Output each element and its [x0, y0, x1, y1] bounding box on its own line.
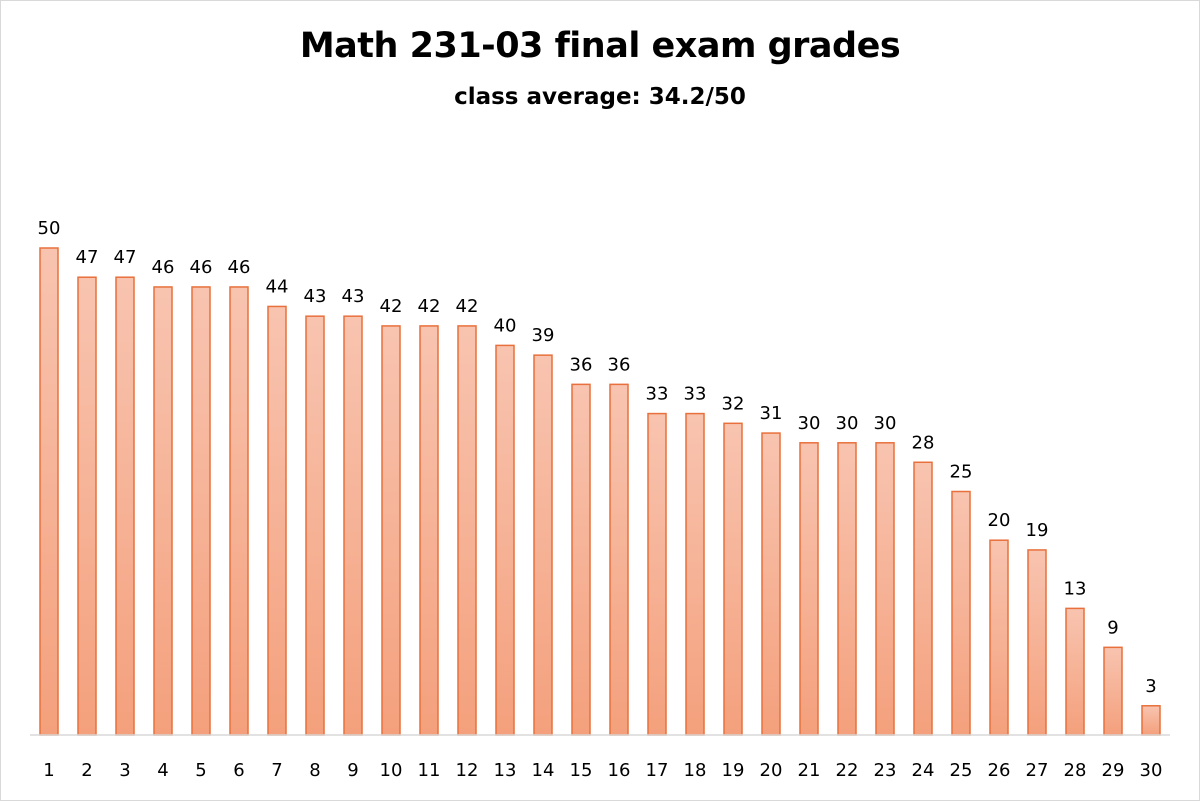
data-label-9: 43: [342, 286, 365, 307]
bar-16: [609, 383, 629, 736]
data-label-12: 42: [456, 296, 479, 317]
x-tick-label-25: 25: [950, 760, 973, 781]
data-label-28: 13: [1064, 578, 1087, 599]
bars-group: [39, 247, 1161, 736]
bar-4: [153, 286, 173, 736]
x-tick-label-10: 10: [380, 760, 403, 781]
data-label-21: 30: [798, 413, 821, 434]
bar-1: [39, 247, 59, 736]
x-tick-label-1: 1: [43, 760, 54, 781]
x-tick-label-29: 29: [1102, 760, 1125, 781]
bar-11: [419, 325, 439, 736]
bar-19: [723, 422, 743, 736]
bar-5: [191, 286, 211, 736]
bar-3: [115, 276, 135, 736]
x-tick-label-12: 12: [456, 760, 479, 781]
bar-26: [989, 539, 1009, 736]
bar-14: [533, 354, 553, 736]
bar-25: [951, 490, 971, 736]
x-tick-label-27: 27: [1026, 760, 1049, 781]
x-tick-label-15: 15: [570, 760, 593, 781]
chart-subtitle: class average: 34.2/50: [454, 84, 746, 110]
bar-23: [875, 442, 895, 736]
data-label-25: 25: [950, 462, 973, 483]
x-tick-label-19: 19: [722, 760, 745, 781]
data-label-17: 33: [646, 384, 669, 405]
data-label-22: 30: [836, 413, 859, 434]
bar-24: [913, 461, 933, 736]
x-tick-label-23: 23: [874, 760, 897, 781]
data-label-19: 32: [722, 393, 745, 414]
x-tick-label-13: 13: [494, 760, 517, 781]
x-tick-label-22: 22: [836, 760, 859, 781]
bar-21: [799, 442, 819, 736]
bar-8: [305, 315, 325, 736]
data-label-20: 31: [760, 403, 783, 424]
x-tick-label-17: 17: [646, 760, 669, 781]
data-label-30: 3: [1145, 676, 1156, 697]
x-tick-label-5: 5: [195, 760, 206, 781]
x-tick-label-6: 6: [233, 760, 244, 781]
x-tick-label-8: 8: [309, 760, 320, 781]
bar-20: [761, 432, 781, 736]
x-tick-label-16: 16: [608, 760, 631, 781]
data-label-5: 46: [190, 257, 213, 278]
x-tick-label-20: 20: [760, 760, 783, 781]
bar-12: [457, 325, 477, 736]
data-label-7: 44: [266, 276, 289, 297]
x-tick-label-24: 24: [912, 760, 935, 781]
data-label-15: 36: [570, 354, 593, 375]
data-label-14: 39: [532, 325, 555, 346]
x-tick-label-2: 2: [81, 760, 92, 781]
x-tick-label-26: 26: [988, 760, 1011, 781]
data-label-10: 42: [380, 296, 403, 317]
bar-29: [1103, 646, 1123, 736]
bar-17: [647, 412, 667, 736]
bar-27: [1027, 549, 1047, 736]
x-tick-label-7: 7: [271, 760, 282, 781]
bar-9: [343, 315, 363, 736]
data-label-1: 50: [38, 218, 61, 239]
bar-10: [381, 325, 401, 736]
bar-13: [495, 344, 515, 736]
tick-labels-group: 1 2 3 4 5 6 7 8 9 10 11 12 13 14 15 16 17 18 19 20 21 22 23 24 2…: [43, 760, 1162, 781]
data-label-18: 33: [684, 384, 707, 405]
x-tick-label-3: 3: [119, 760, 130, 781]
x-tick-label-21: 21: [798, 760, 821, 781]
data-label-6: 46: [228, 257, 251, 278]
bar-22: [837, 442, 857, 736]
bar-28: [1065, 607, 1085, 736]
bar-30: [1141, 705, 1161, 736]
data-label-16: 36: [608, 354, 631, 375]
bar-18: [685, 412, 705, 736]
data-label-26: 20: [988, 510, 1011, 531]
data-label-2: 47: [76, 247, 99, 268]
bar-6: [229, 286, 249, 736]
bar-7: [267, 305, 287, 736]
data-label-24: 28: [912, 432, 935, 453]
data-label-13: 40: [494, 315, 517, 336]
x-tick-label-14: 14: [532, 760, 555, 781]
x-tick-label-11: 11: [418, 760, 441, 781]
x-tick-label-30: 30: [1140, 760, 1163, 781]
bar-15: [571, 383, 591, 736]
x-tick-label-4: 4: [157, 760, 168, 781]
data-label-3: 47: [114, 247, 137, 268]
x-tick-label-9: 9: [347, 760, 358, 781]
x-tick-label-18: 18: [684, 760, 707, 781]
bar-2: [77, 276, 97, 736]
data-label-29: 9: [1107, 617, 1118, 638]
data-label-27: 19: [1026, 520, 1049, 541]
data-label-4: 46: [152, 257, 175, 278]
data-label-23: 30: [874, 413, 897, 434]
x-tick-label-28: 28: [1064, 760, 1087, 781]
data-label-8: 43: [304, 286, 327, 307]
chart-title: Math 231-03 final exam grades: [299, 26, 901, 66]
data-label-11: 42: [418, 296, 441, 317]
